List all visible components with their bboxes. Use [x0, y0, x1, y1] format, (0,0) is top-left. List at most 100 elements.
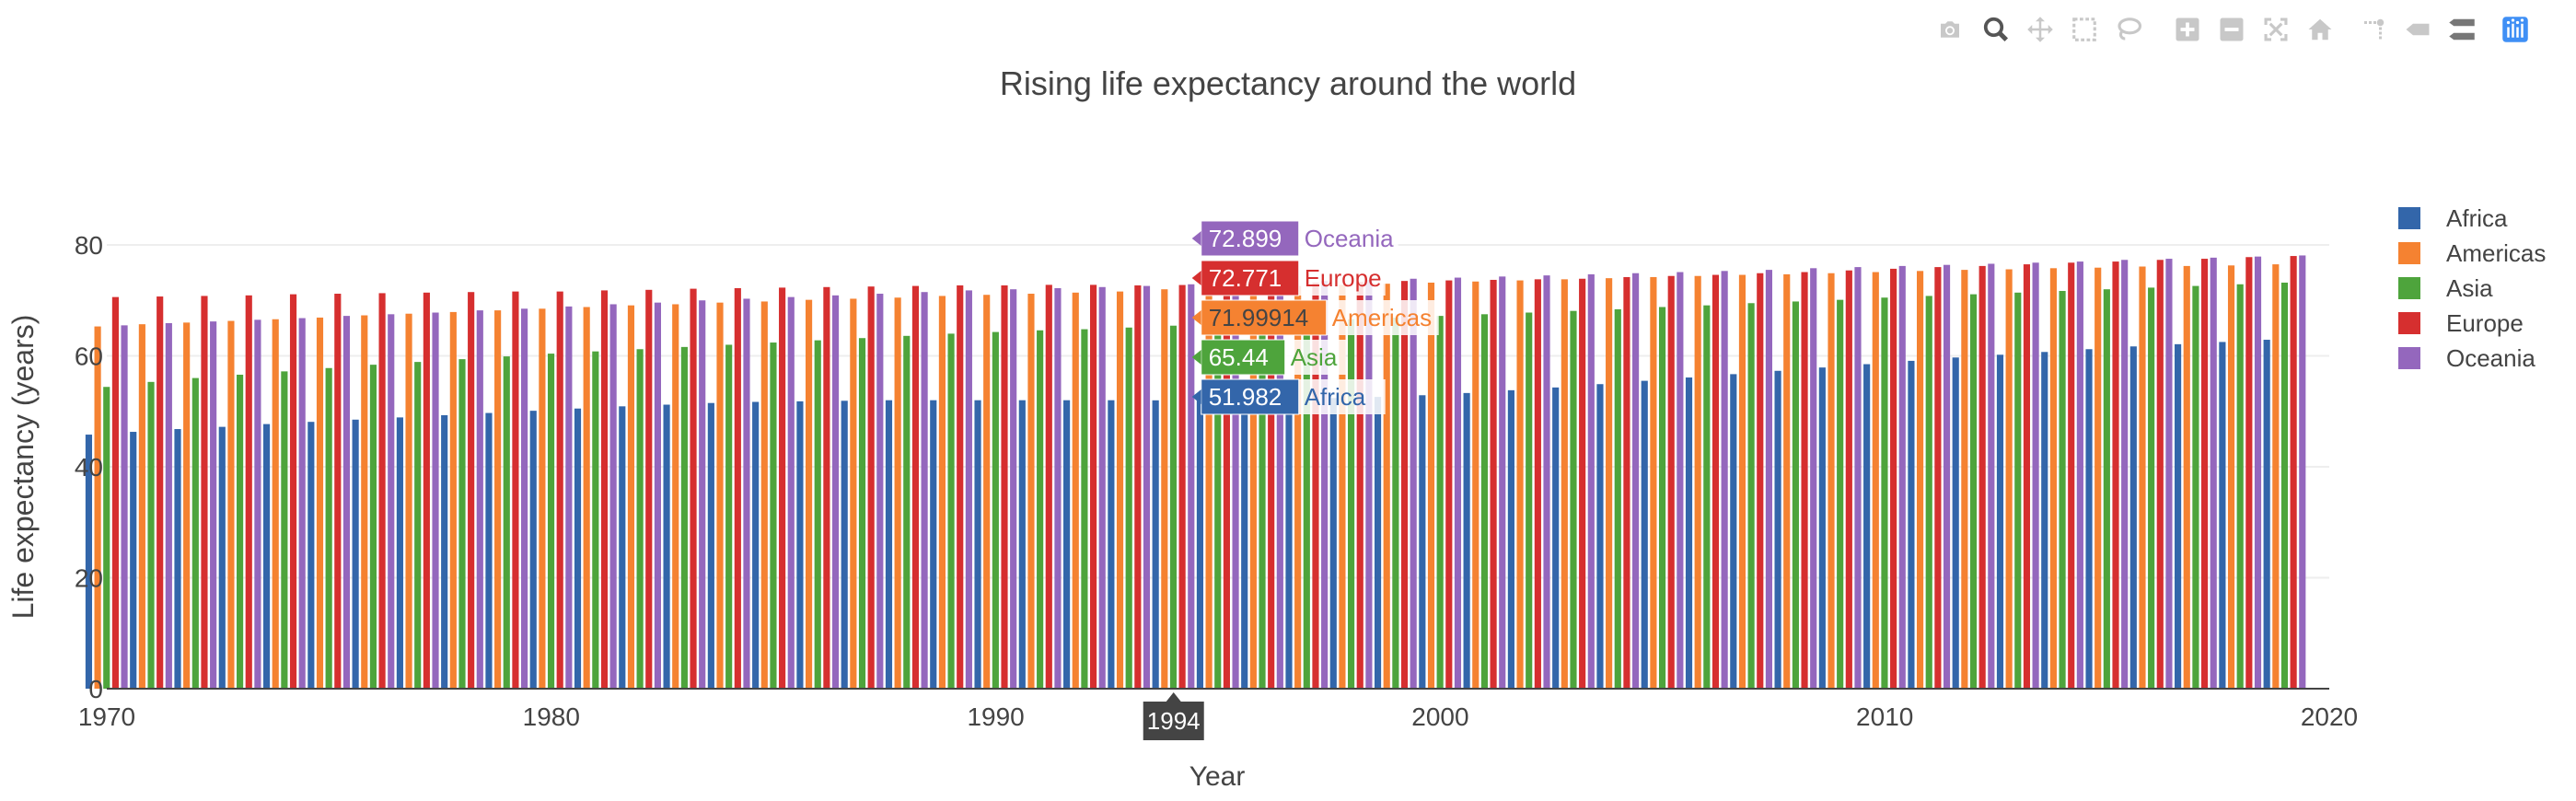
bar-americas-1978[interactable] — [449, 311, 457, 689]
plotly-logo-icon[interactable] — [2499, 13, 2532, 46]
bar-africa-2010[interactable] — [1863, 364, 1871, 689]
bar-europe-1997[interactable] — [1312, 282, 1319, 689]
bar-americas-1999[interactable] — [1383, 284, 1390, 689]
bar-oceania-2014[interactable] — [2076, 261, 2083, 689]
bar-europe-1993[interactable] — [1134, 284, 1142, 689]
bar-americas-1987[interactable] — [850, 298, 857, 689]
bar-europe-1994[interactable] — [1178, 284, 1186, 689]
bar-americas-1971[interactable] — [138, 324, 145, 689]
bar-europe-1981[interactable] — [600, 290, 609, 689]
compare-data-icon[interactable] — [2445, 13, 2478, 46]
bar-oceania-1995[interactable] — [1232, 283, 1239, 689]
bar-asia-2018[interactable] — [2236, 284, 2244, 689]
zoom-icon[interactable] — [1979, 13, 2013, 46]
bar-europe-1986[interactable] — [823, 286, 830, 689]
bar-oceania-1982[interactable] — [654, 302, 661, 689]
bar-asia-2017[interactable] — [2192, 285, 2199, 689]
bar-asia-2006[interactable] — [1703, 305, 1711, 689]
bar-europe-1989[interactable] — [957, 284, 964, 689]
bar-americas-1995[interactable] — [1205, 287, 1213, 689]
bar-europe-2006[interactable] — [1712, 274, 1720, 689]
bar-oceania-2006[interactable] — [1721, 271, 1728, 689]
bar-asia-1996[interactable] — [1259, 322, 1266, 689]
bar-africa-2005[interactable] — [1641, 380, 1648, 689]
bar-oceania-2018[interactable] — [2254, 256, 2262, 689]
bar-africa-1982[interactable] — [619, 406, 626, 689]
bar-asia-2011[interactable] — [1925, 296, 1932, 689]
bar-americas-1982[interactable] — [627, 305, 635, 689]
bar-oceania-1978[interactable] — [476, 310, 483, 689]
bar-asia-1982[interactable] — [636, 349, 644, 689]
bar-americas-1980[interactable] — [539, 308, 546, 689]
bar-africa-2013[interactable] — [1996, 354, 2004, 689]
bar-africa-1991[interactable] — [1018, 400, 1026, 689]
bar-asia-1977[interactable] — [414, 362, 422, 689]
zoom-out-icon[interactable] — [2215, 13, 2248, 46]
bar-americas-1994[interactable] — [1161, 289, 1168, 689]
bar-europe-2013[interactable] — [2023, 264, 2031, 689]
bar-asia-2015[interactable] — [2103, 289, 2110, 689]
toggle-spike-lines-icon[interactable] — [2357, 13, 2390, 46]
bar-asia-1991[interactable] — [1037, 330, 1044, 689]
bar-europe-1977[interactable] — [423, 292, 430, 689]
bar-africa-2014[interactable] — [2041, 352, 2048, 689]
bar-oceania-1971[interactable] — [165, 322, 172, 689]
bar-africa-1986[interactable] — [796, 400, 804, 689]
bar-europe-1982[interactable] — [645, 289, 653, 689]
bar-asia-2009[interactable] — [1837, 299, 1844, 689]
bar-africa-2002[interactable] — [1507, 389, 1514, 689]
bar-oceania-2005[interactable] — [1677, 272, 1684, 689]
bar-africa-1985[interactable] — [752, 401, 760, 689]
bar-africa-1996[interactable] — [1241, 400, 1248, 689]
bar-asia-1994[interactable] — [1169, 325, 1178, 689]
bar-americas-2012[interactable] — [1961, 270, 1968, 689]
bar-europe-1991[interactable] — [1045, 284, 1052, 689]
bar-europe-2000[interactable] — [1445, 280, 1453, 689]
bar-oceania-2004[interactable] — [1632, 273, 1640, 689]
bar-europe-2018[interactable] — [2245, 257, 2253, 689]
bar-europe-1971[interactable] — [157, 296, 164, 689]
bar-asia-2003[interactable] — [1570, 310, 1577, 689]
bar-europe-2012[interactable] — [1978, 265, 1986, 689]
bar-americas-1991[interactable] — [1027, 294, 1035, 689]
bar-asia-1983[interactable] — [680, 346, 688, 689]
bar-oceania-1991[interactable] — [1054, 287, 1062, 689]
bar-africa-1972[interactable] — [174, 429, 181, 689]
bar-europe-2005[interactable] — [1667, 275, 1675, 689]
bar-oceania-2000[interactable] — [1454, 277, 1462, 689]
bar-oceania-2015[interactable] — [2121, 260, 2129, 689]
bar-oceania-2001[interactable] — [1499, 276, 1506, 689]
bar-europe-1974[interactable] — [289, 294, 297, 689]
bar-oceania-1973[interactable] — [254, 319, 261, 689]
bar-oceania-1987[interactable] — [876, 294, 884, 689]
bar-asia-1976[interactable] — [369, 365, 377, 689]
bar-europe-1999[interactable] — [1400, 281, 1409, 689]
bar-europe-1988[interactable] — [911, 285, 920, 689]
bar-americas-1984[interactable] — [716, 302, 724, 689]
bar-oceania-2002[interactable] — [1543, 275, 1550, 689]
legend-item-africa[interactable]: Africa — [2398, 201, 2546, 236]
bar-americas-1989[interactable] — [938, 296, 946, 689]
bar-oceania-2011[interactable] — [1943, 264, 1951, 689]
bar-oceania-1996[interactable] — [1276, 282, 1283, 689]
bar-africa-2019[interactable] — [2263, 340, 2270, 689]
bar-asia-2005[interactable] — [1658, 307, 1666, 689]
bar-europe-2011[interactable] — [1934, 267, 1942, 689]
bar-africa-1983[interactable] — [663, 404, 670, 689]
bar-americas-1986[interactable] — [805, 299, 813, 689]
bar-asia-1974[interactable] — [281, 371, 288, 689]
bar-americas-2011[interactable] — [1916, 271, 1924, 689]
bar-asia-2014[interactable] — [2059, 291, 2066, 689]
bar-americas-1974[interactable] — [272, 319, 279, 689]
bar-europe-2001[interactable] — [1490, 279, 1497, 689]
bar-asia-1997[interactable] — [1303, 320, 1310, 689]
bar-africa-1994[interactable] — [1152, 400, 1159, 689]
camera-icon[interactable] — [1933, 13, 1967, 46]
bar-americas-2006[interactable] — [1694, 275, 1701, 689]
bar-africa-1997[interactable] — [1285, 399, 1293, 689]
bar-asia-2004[interactable] — [1614, 308, 1621, 689]
bar-oceania-1992[interactable] — [1098, 286, 1106, 689]
bar-africa-2015[interactable] — [2085, 349, 2093, 689]
bar-asia-1999[interactable] — [1392, 317, 1399, 689]
bar-africa-2008[interactable] — [1774, 370, 1781, 689]
